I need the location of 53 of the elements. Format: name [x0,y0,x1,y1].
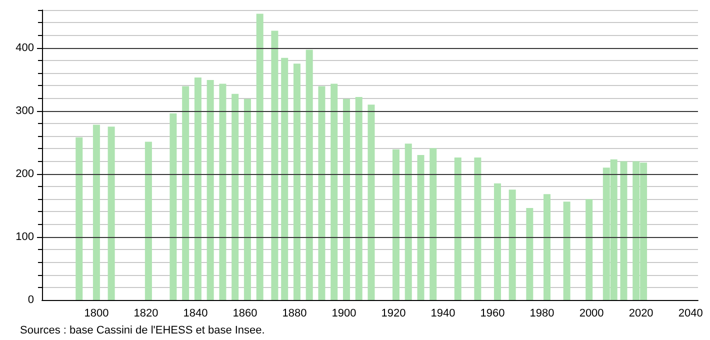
x-tick-label: 2020 [628,308,654,320]
bar [330,84,338,300]
x-tick-label: 1920 [381,308,406,320]
x-tick-label: 1860 [232,308,258,320]
bar [474,158,482,300]
x-tick-label: 2000 [579,308,604,320]
bar [392,149,400,300]
bar [194,77,202,300]
y-tick-label: 200 [16,168,34,180]
x-tick-label: 1840 [183,308,208,320]
bar [526,208,534,300]
x-tick-label: 1960 [480,308,505,320]
bar [306,50,313,300]
y-tick-label: 100 [16,230,34,243]
bar [355,97,362,300]
bar [454,158,462,300]
x-tick-label: 1800 [84,308,109,320]
bar [430,148,437,300]
x-tick-label: 1880 [282,308,307,320]
x-tick-label: 1900 [332,308,356,320]
source-note: Sources : base Cassini de l'EHESS et base Insee. [20,324,265,336]
bar [508,190,516,300]
bar [586,199,593,300]
bar [318,86,326,300]
bar [256,14,264,300]
bar [92,124,100,300]
bar [404,144,412,300]
bar [342,98,350,300]
x-tick-label: 1820 [134,308,158,320]
x-tick-label: 2040 [678,308,703,320]
bar [206,80,214,300]
bar [293,64,300,300]
x-tick-label: 1940 [430,308,456,320]
bar [232,94,239,300]
y-tick-label: 400 [16,42,34,54]
bar [620,161,628,300]
y-tick-label: 0 [28,294,34,306]
y-tick-label: 300 [16,104,34,117]
bar [244,98,251,300]
bar [494,183,501,300]
bar [281,58,288,300]
x-tick-label: 1980 [530,308,554,320]
bar [108,126,115,300]
bar [182,86,190,300]
bar [219,84,226,300]
bar [543,194,550,300]
bar [563,202,570,300]
bar [170,113,177,300]
bar [76,137,83,300]
bar [368,104,375,300]
bar [271,30,278,300]
bar [144,142,152,300]
bar [417,155,424,300]
